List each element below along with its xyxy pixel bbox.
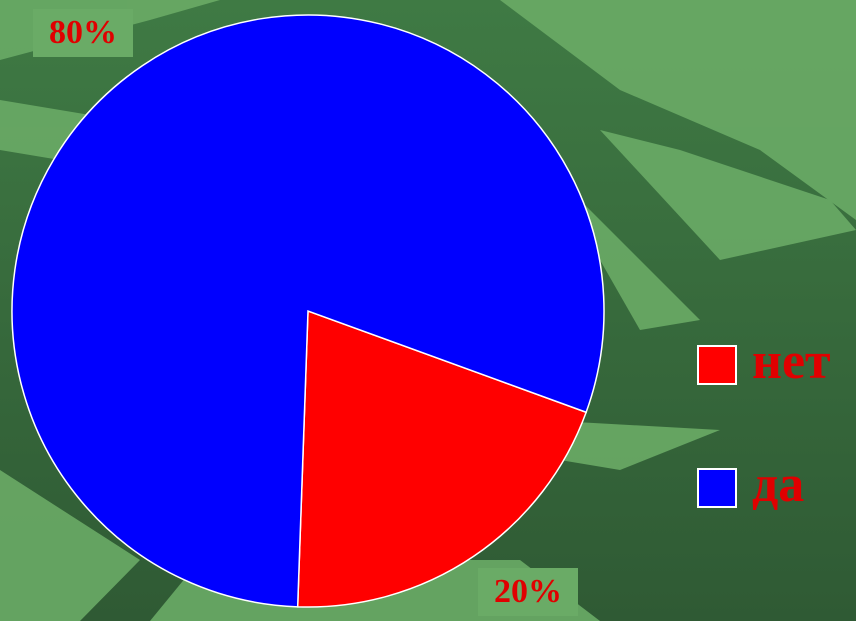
leaf	[580, 200, 700, 330]
legend-label: нет	[752, 333, 831, 390]
data-label: 80%	[49, 14, 117, 51]
pie-slice	[11, 14, 605, 608]
leaf	[600, 130, 856, 260]
label-box	[478, 568, 578, 616]
data-label: 20%	[494, 573, 562, 610]
leaf	[0, 470, 140, 621]
pie-slice	[296, 309, 588, 608]
leaf	[540, 420, 720, 470]
label-box	[33, 9, 133, 57]
legend-swatch	[697, 345, 737, 385]
leaf	[500, 0, 856, 220]
legend-label: да	[752, 456, 804, 513]
legend-swatch	[697, 468, 737, 508]
pie	[11, 14, 605, 608]
